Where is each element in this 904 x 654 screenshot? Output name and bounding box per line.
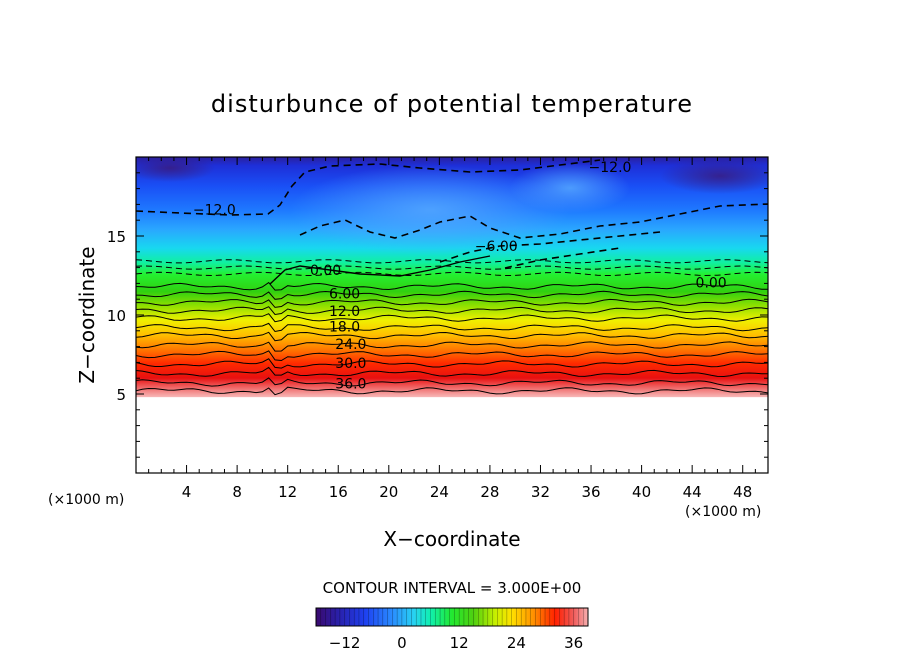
contour-line-zero: [269, 255, 491, 285]
x-tick-label: 32: [531, 483, 550, 501]
contour-lines: [136, 159, 768, 396]
turbulent-region-upper: [510, 163, 630, 213]
x-axis-label: X−coordinate: [383, 527, 520, 551]
contour-line-negative: [136, 265, 768, 270]
contour-line-negative: [504, 247, 621, 269]
contour-label: 0.00: [696, 275, 727, 291]
colorbar-gradient: [315, 607, 589, 627]
colorbar-tick-label: 24: [507, 634, 526, 652]
x-tick-label: 28: [480, 483, 499, 501]
contour-line-negative: [136, 259, 768, 264]
turbulent-region: [290, 165, 570, 255]
contour-interval-label: CONTOUR INTERVAL = 3.000E+00: [323, 579, 582, 597]
x-tick-label: 24: [430, 483, 449, 501]
chart-title: disturbunce of potential temperature: [211, 90, 693, 118]
x-unit-right: (×1000 m): [685, 504, 761, 520]
x-tick-label: 12: [278, 483, 297, 501]
y-tick-label: 15: [107, 228, 126, 246]
contour-label: 6.00: [329, 286, 360, 302]
y-axis-ticks: 5 10 15: [107, 156, 768, 474]
contour-label: 12.0: [329, 304, 360, 320]
contour-line: [136, 306, 768, 316]
contour-line-negative: [299, 203, 768, 239]
contour-line-negative: [439, 231, 661, 263]
contour-line: [136, 386, 768, 396]
x-tick-label: 48: [733, 483, 752, 501]
x-unit-left: (×1000 m): [48, 492, 124, 508]
y-tick-label: 5: [116, 386, 126, 404]
contour-line: [136, 366, 768, 378]
contour-line-negative: [136, 159, 601, 216]
x-tick-label: 4: [182, 483, 192, 501]
x-tick-label: 20: [379, 483, 398, 501]
x-tick-label: 40: [632, 483, 651, 501]
contour-line: [136, 358, 768, 369]
contour-line-negative: [136, 271, 768, 277]
x-tick-label: 44: [683, 483, 702, 501]
contour-label: −6.00: [475, 239, 518, 255]
contour-line: [136, 298, 768, 308]
y-axis-label: Z−coordinate: [75, 246, 99, 383]
colorbar-segments: [315, 608, 589, 626]
x-tick-label: 36: [581, 483, 600, 501]
colorbar-tick-label: 12: [450, 634, 469, 652]
colorbar: −12 0 12 24 36: [315, 607, 589, 652]
contour-label: 30.0: [335, 356, 366, 372]
contour-label: 36.0: [335, 377, 366, 393]
plot-area: −12.0 −12.0 −6.00 0.00 0.00 6.00 12.018.024.0 3…: [136, 157, 768, 398]
x-axis-ticks: 4 8 12 16 20 24 28 32 36 40 44 48: [135, 157, 769, 501]
colorbar-tick-label: −12: [329, 634, 361, 652]
cold-pool-right: [660, 158, 768, 194]
x-tick-label: 8: [232, 483, 242, 501]
contour-line: [136, 377, 768, 387]
cold-pool-left: [136, 157, 215, 182]
contour-labels: −12.0 −12.0 −6.00 0.00 0.00 6.00 12.018.024.0 3…: [193, 160, 727, 393]
contour-line: [136, 281, 768, 291]
contour-label: 24.0: [335, 337, 366, 353]
contour-line: [136, 341, 768, 352]
contour-label: 18.0: [329, 320, 360, 336]
contour-line: [136, 290, 768, 300]
x-tick-label: 16: [329, 483, 348, 501]
contour-line: [136, 313, 768, 323]
contour-line: [136, 350, 768, 362]
y-tick-label: 10: [107, 307, 126, 325]
colorbar-tick-label: 36: [564, 634, 583, 652]
contour-line: [136, 331, 768, 342]
colorbar-tick-label: 0: [397, 634, 407, 652]
contour-line: [136, 322, 768, 333]
contour-label: −12.0: [193, 203, 236, 219]
colorbar-ticks: −12 0 12 24 36: [329, 634, 583, 652]
contour-label: −12.0: [589, 160, 632, 176]
contour-label: 0.00: [310, 263, 341, 279]
